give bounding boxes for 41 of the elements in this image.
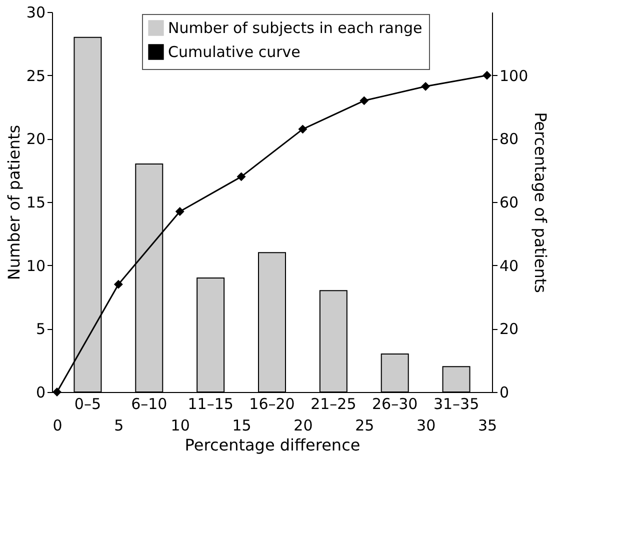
x-tick-label: 10: [170, 416, 190, 434]
text: 16–20: [249, 395, 295, 413]
point: [236, 172, 246, 182]
point: [175, 207, 184, 216]
text: 11–15: [188, 395, 234, 413]
x-tick-label: 15: [232, 416, 252, 434]
x-axis-title: Percentage difference: [184, 436, 360, 454]
x-tick-label: 35: [478, 416, 498, 434]
y2-tick-label: 60: [500, 194, 519, 212]
x-tick-label: 0: [52, 416, 62, 434]
point: [52, 388, 62, 396]
text: 6–10: [131, 395, 168, 413]
x-tick-label: 20: [294, 416, 313, 434]
y2-tick-label: 40: [500, 256, 519, 275]
text: 26–30: [372, 395, 418, 413]
y-tick-label: 25: [26, 66, 46, 85]
y2-tick-label: 100: [500, 66, 528, 85]
y2-tick-label: 80: [500, 130, 519, 148]
legend-label: Number of subjects in each range: [168, 19, 422, 37]
y2-axis-title: Percentage of patients: [531, 112, 550, 293]
y2-tick-label: 0: [500, 384, 510, 402]
y-tick-label: 5: [36, 320, 46, 338]
point: [298, 124, 308, 134]
x-tick-label: 25: [355, 416, 374, 434]
y-axis-title: Number of patients: [4, 124, 24, 280]
point: [114, 280, 123, 289]
text: 31–35: [433, 395, 480, 413]
y-tick-label: 30: [26, 4, 46, 22]
text: 21–25: [310, 395, 356, 413]
x-tick-label: 30: [416, 416, 436, 434]
legend-label: Cumulative curve: [168, 43, 300, 61]
y-tick-label: 20: [26, 130, 46, 148]
point: [421, 82, 430, 91]
y-tick-label: 10: [26, 256, 46, 275]
y2-tick-label: 20: [500, 320, 519, 338]
y-tick-label: 15: [26, 194, 46, 212]
point: [482, 70, 492, 80]
x-tick-label: 5: [114, 416, 124, 434]
point: [360, 96, 369, 106]
y-tick-label: 0: [36, 384, 46, 402]
text: 0–5: [74, 395, 102, 413]
